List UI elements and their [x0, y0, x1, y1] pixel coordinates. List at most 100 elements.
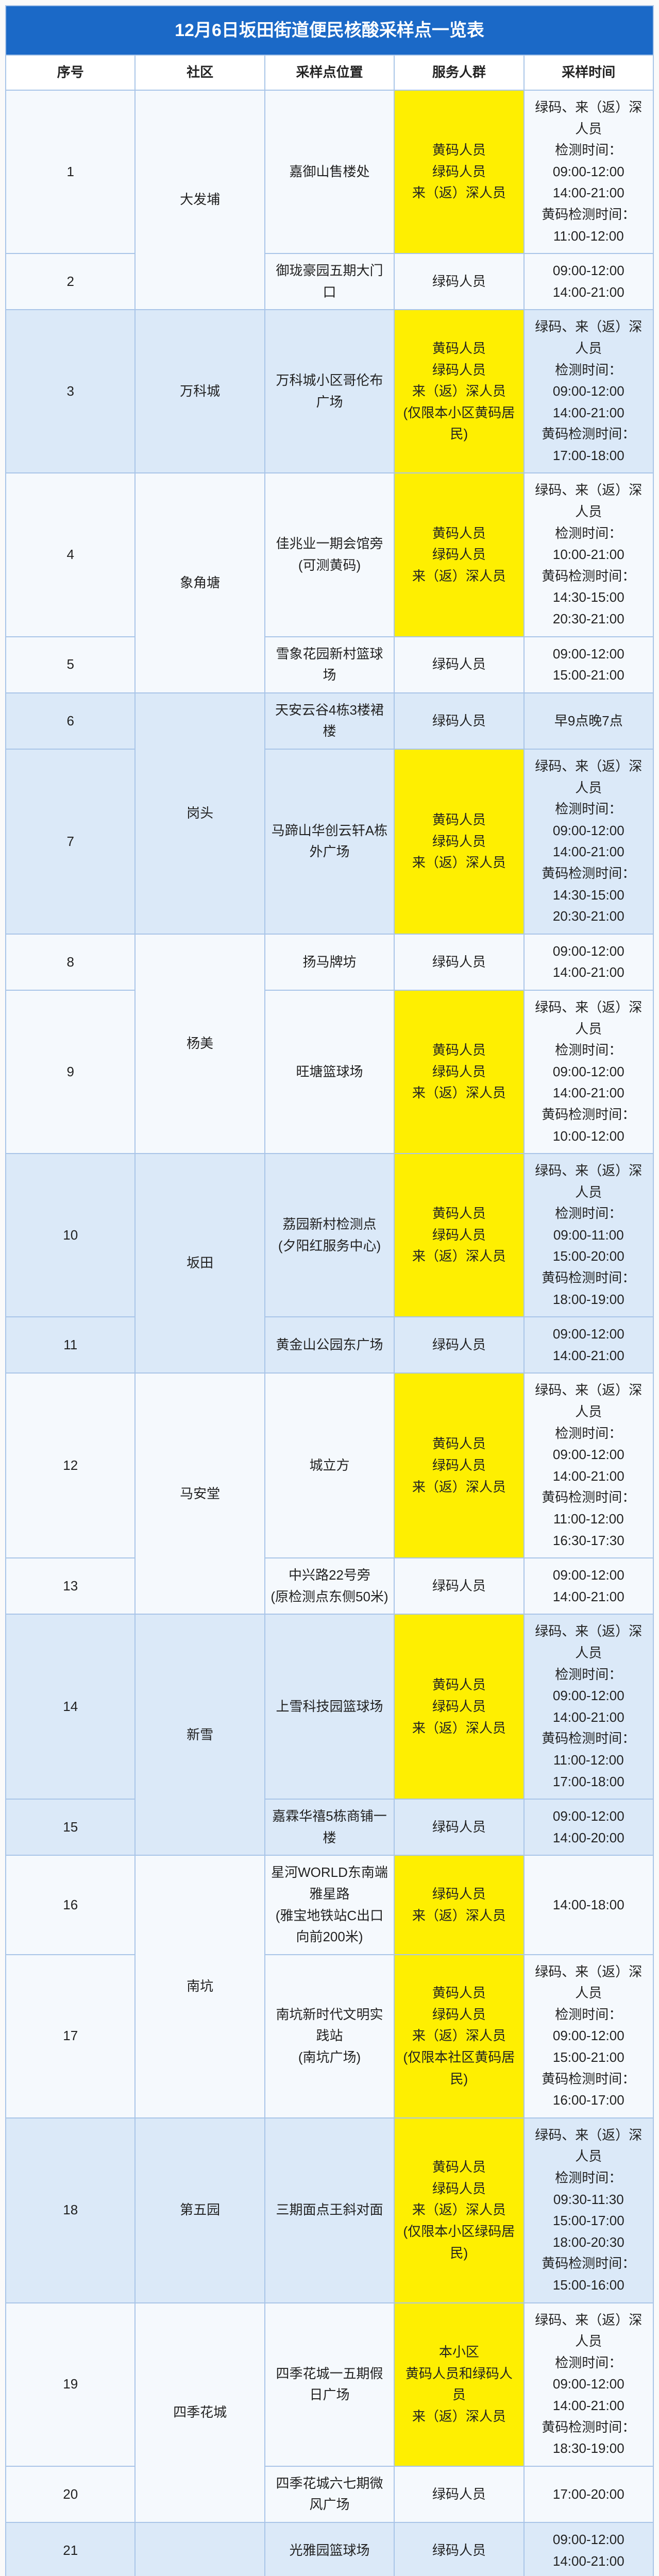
- seq-cell: 8: [6, 934, 135, 990]
- community-cell: 象角塘: [135, 473, 264, 692]
- location-cell: 中兴路22号旁(原检测点东侧50米): [265, 1558, 394, 1614]
- population-cell: 黄码人员绿码人员来（返）深人员: [394, 990, 523, 1154]
- time-cell: 09:00-12:0014:00-21:00: [524, 1558, 653, 1614]
- population-cell: 绿码人员: [394, 637, 523, 693]
- time-cell: 09:00-12:0014:00-21:00: [524, 1317, 653, 1373]
- seq-cell: 7: [6, 749, 135, 934]
- location-cell: 上雪科技园篮球场: [265, 1614, 394, 1799]
- title-row: 12月6日坂田街道便民核酸采样点一览表: [6, 6, 653, 55]
- location-header: 采样点位置: [265, 55, 394, 90]
- time-cell: 早9点晚7点: [524, 693, 653, 749]
- seq-cell: 16: [6, 1855, 135, 1954]
- table-row: 5 雪象花园新村篮球场绿码人员09:00-12:0015:00-21:00: [6, 637, 653, 693]
- community-header: 社区: [135, 55, 264, 90]
- population-cell: 绿码人员来（返）深人员: [394, 1855, 523, 1954]
- population-cell: 绿码人员: [394, 693, 523, 749]
- time-cell: 17:00-20:00: [524, 2466, 653, 2522]
- table-row: 14新雪上雪科技园篮球场黄码人员绿码人员来（返）深人员绿码、来（返）深人员检测时…: [6, 1614, 653, 1799]
- time-cell: 09:00-12:0014:00-21:00: [524, 2522, 653, 2576]
- table-row: 20四季花城六七期微风广场绿码人员17:00-20:00: [6, 2466, 653, 2522]
- population-cell: 绿码人员: [394, 1317, 523, 1373]
- sampling-table: 12月6日坂田街道便民核酸采样点一览表 序号社区采样点位置服务人群采样时间 1大…: [5, 5, 654, 2576]
- table-row: 13中兴路22号旁(原检测点东侧50米)绿码人员09:00-12:0014:00…: [6, 1558, 653, 1614]
- time-cell: 绿码、来（返）深人员检测时间：10:00-21:00黄码检测时间：14:30-1…: [524, 473, 653, 636]
- table-row: 16南坑星河WORLD东南端雅星路(雅宝地铁站C出口向前200米)绿码人员来（返…: [6, 1855, 653, 1954]
- location-cell: 佳兆业一期会馆旁(可测黄码): [265, 473, 394, 636]
- location-cell: 光雅园篮球场: [265, 2522, 394, 2576]
- seq-cell: 9: [6, 990, 135, 1154]
- community-cell: 第五园: [135, 2118, 264, 2303]
- location-cell: 天安云谷4栋3楼裙楼: [265, 693, 394, 749]
- location-cell: 四季花城一五期假日广场: [265, 2303, 394, 2466]
- location-cell: 扬马牌坊: [265, 934, 394, 990]
- community-cell: 新雪: [135, 1614, 264, 1855]
- seq-cell: 14: [6, 1614, 135, 1799]
- population-header: 服务人群: [394, 55, 523, 90]
- table-row: 10坂田荔园新村检测点(夕阳红服务中心)黄码人员绿码人员来（返）深人员绿码、来（…: [6, 1154, 653, 1317]
- population-cell: 黄码人员绿码人员来（返）深人员: [394, 749, 523, 934]
- community-cell: 四季花城: [135, 2303, 264, 2522]
- seq-cell: 5: [6, 637, 135, 693]
- table-row: 2御珑豪园五期大门口绿码人员09:00-12:0014:00-21:00: [6, 253, 653, 310]
- seq-cell: 4: [6, 473, 135, 636]
- location-cell: 城立方: [265, 1373, 394, 1558]
- time-cell: 绿码、来（返）深人员检测时间：09:00-12:0014:00-21:00黄码检…: [524, 990, 653, 1154]
- table-row: 9 旺塘篮球场黄码人员绿码人员来（返）深人员绿码、来（返）深人员检测时间：09:0…: [6, 990, 653, 1154]
- seq-cell: 21: [6, 2522, 135, 2576]
- population-cell: 黄码人员绿码人员来（返）深人员: [394, 1614, 523, 1799]
- time-cell: 绿码、来（返）深人员检测时间：09:00-12:0014:00-21:00黄码检…: [524, 2303, 653, 2466]
- table-row: 21五和光雅园篮球场绿码人员09:00-12:0014:00-21:00: [6, 2522, 653, 2576]
- table-container: 12月6日坂田街道便民核酸采样点一览表 序号社区采样点位置服务人群采样时间 1大…: [5, 5, 654, 2576]
- time-cell: 09:00-12:0014:00-21:00: [524, 934, 653, 990]
- population-cell: 黄码人员绿码人员来（返）深人员(仅限本小区绿码居民): [394, 2118, 523, 2303]
- table-row: 3万科城万科城小区哥伦布广场黄码人员绿码人员来（返）深人员(仅限本小区黄码居民)…: [6, 310, 653, 473]
- table-row: 15 嘉霖华禧5栋商铺一楼绿码人员09:00-12:0014:00-20:00: [6, 1799, 653, 1855]
- seq-cell: 10: [6, 1154, 135, 1317]
- community-cell: 马安堂: [135, 1373, 264, 1614]
- table-row: 17南坑新时代文明实践站(南坑广场)黄码人员绿码人员来（返）深人员(仅限本社区黄…: [6, 1955, 653, 2118]
- location-cell: 星河WORLD东南端雅星路(雅宝地铁站C出口向前200米): [265, 1855, 394, 1954]
- time-header: 采样时间: [524, 55, 653, 90]
- seq-cell: 19: [6, 2303, 135, 2466]
- seq-cell: 3: [6, 310, 135, 473]
- seq-cell: 13: [6, 1558, 135, 1614]
- seq-cell: 1: [6, 90, 135, 253]
- location-cell: 雪象花园新村篮球场: [265, 637, 394, 693]
- seq-cell: 20: [6, 2466, 135, 2522]
- location-cell: 黄金山公园东广场: [265, 1317, 394, 1373]
- location-cell: 嘉御山售楼处: [265, 90, 394, 253]
- population-cell: 黄码人员绿码人员来（返）深人员: [394, 473, 523, 636]
- table-title: 12月6日坂田街道便民核酸采样点一览表: [6, 6, 653, 55]
- table-row: 11黄金山公园东广场绿码人员09:00-12:0014:00-21:00: [6, 1317, 653, 1373]
- table-row: 7马蹄山华创云轩A栋外广场黄码人员绿码人员来（返）深人员绿码、来（返）深人员检测…: [6, 749, 653, 934]
- population-cell: 绿码人员: [394, 934, 523, 990]
- header-row: 序号社区采样点位置服务人群采样时间: [6, 55, 653, 90]
- table-row: 6岗头天安云谷4栋3楼裙楼绿码人员早9点晚7点: [6, 693, 653, 749]
- population-cell: 黄码人员绿码人员来（返）深人员: [394, 1154, 523, 1317]
- seq-cell: 17: [6, 1955, 135, 2118]
- time-cell: 绿码、来（返）深人员检测时间：09:00-12:0015:00-21:00黄码检…: [524, 1955, 653, 2118]
- time-cell: 09:00-12:0015:00-21:00: [524, 637, 653, 693]
- time-cell: 09:00-12:0014:00-20:00: [524, 1799, 653, 1855]
- location-cell: 马蹄山华创云轩A栋外广场: [265, 749, 394, 934]
- table-row: 18第五园三期面点王斜对面黄码人员绿码人员来（返）深人员(仅限本小区绿码居民)绿…: [6, 2118, 653, 2303]
- community-cell: 岗头: [135, 693, 264, 934]
- time-cell: 绿码、来（返）深人员检测时间：09:00-12:0014:00-21:00黄码检…: [524, 310, 653, 473]
- community-cell: 杨美: [135, 934, 264, 1154]
- population-cell: 绿码人员: [394, 253, 523, 310]
- population-cell: 绿码人员: [394, 1799, 523, 1855]
- location-cell: 荔园新村检测点(夕阳红服务中心): [265, 1154, 394, 1317]
- population-cell: 黄码人员绿码人员来（返）深人员: [394, 90, 523, 253]
- community-cell: 五和: [135, 2522, 264, 2576]
- population-cell: 黄码人员绿码人员来（返）深人员(仅限本社区黄码居民): [394, 1955, 523, 2118]
- population-cell: 绿码人员: [394, 2522, 523, 2576]
- location-cell: 旺塘篮球场: [265, 990, 394, 1154]
- seq-cell: 2: [6, 253, 135, 310]
- seq-cell: 18: [6, 2118, 135, 2303]
- time-cell: 绿码、来（返）深人员检测时间：09:00-11:0015:00-20:00黄码检…: [524, 1154, 653, 1317]
- seq-cell: 15: [6, 1799, 135, 1855]
- location-cell: 御珑豪园五期大门口: [265, 253, 394, 310]
- location-cell: 嘉霖华禧5栋商铺一楼: [265, 1799, 394, 1855]
- time-cell: 绿码、来（返）深人员检测时间：09:00-12:0014:00-21:00黄码检…: [524, 1614, 653, 1799]
- table-body: 1大发埔嘉御山售楼处黄码人员绿码人员来（返）深人员绿码、来（返）深人员检测时间：…: [6, 90, 653, 2576]
